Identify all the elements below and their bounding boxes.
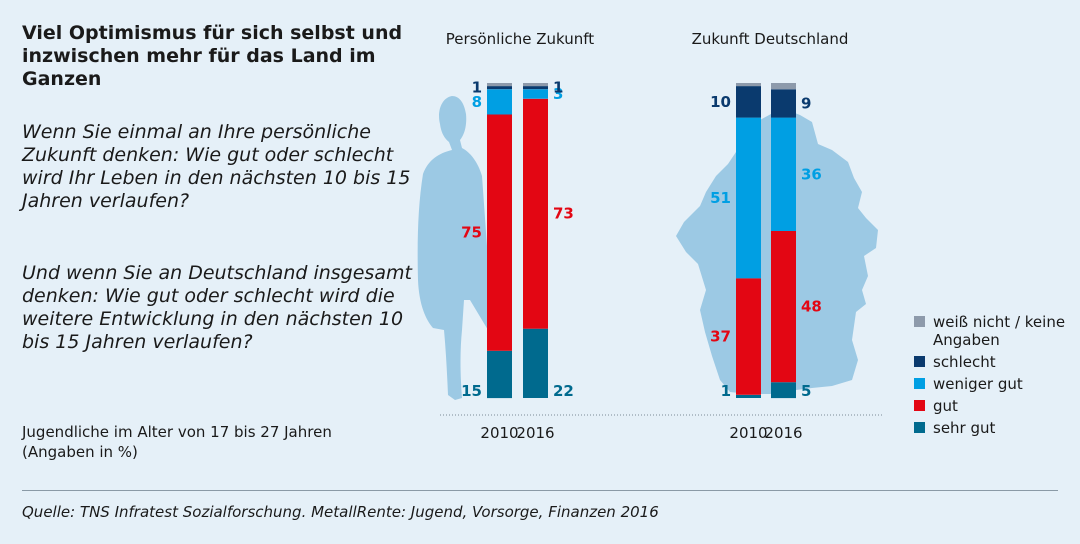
person-silhouette-icon [417, 96, 488, 400]
tick-label-2-2010: 2010 [729, 424, 767, 442]
bar-1-2010-weiss-nicht-keine-angaben [487, 83, 512, 87]
data-label-1-2010-weniger-gut: 8 [472, 93, 482, 111]
data-label-2-2010-sehr-gut: 1 [721, 382, 731, 400]
bar-2-2010-weiss-nicht-keine-angaben [736, 83, 761, 87]
bar-2-2016-weniger-gut [771, 117, 796, 231]
legend-swatch-gut [914, 400, 925, 411]
data-label-2-2016-sehr-gut: 5 [801, 382, 811, 400]
legend-swatch-weniger-gut [914, 378, 925, 389]
chart-subtitle-2: Zukunft Deutschland [692, 30, 849, 48]
population-note-line2: (Angaben in %) [22, 443, 138, 461]
tick-label-2-2016: 2016 [764, 424, 802, 442]
bar-1-2010-schlecht [487, 86, 512, 90]
bar-1-2016-schlecht [523, 86, 548, 90]
legend-label-weiss-nicht: weiß nicht / keine Angaben [933, 313, 1066, 349]
data-label-2-2010-schlecht: 10 [710, 93, 731, 111]
bar-1-2010-sehr-gut [487, 350, 512, 399]
data-label-2-2016-gut: 48 [801, 298, 822, 316]
bar-2-2010-gut [736, 278, 761, 395]
bar-2-2016-sehr-gut [771, 382, 796, 399]
bar-2-2016-schlecht [771, 89, 796, 118]
bar-2-2010-schlecht [736, 86, 761, 118]
data-label-1-2016-schlecht: 1 [553, 79, 563, 97]
chart-subtitle-1: Persönliche Zukunft [446, 30, 595, 48]
chart-area: Persönliche Zukunft15758120102273312016Z… [417, 30, 884, 442]
bar-2-2016-gut [771, 231, 796, 383]
bar-1-2016-gut [523, 98, 548, 329]
chart-title: Viel Optimismus für sich selbst und inzw… [22, 22, 403, 90]
tick-label-1-2010: 2010 [480, 424, 518, 442]
data-label-2-2010-gut: 37 [710, 328, 731, 346]
data-label-1-2016-sehr-gut: 22 [553, 382, 574, 400]
chart-legend: weiß nicht / keine Angaben schlecht weni… [914, 313, 1073, 441]
footer-divider [22, 490, 1058, 491]
legend-label-sehr-gut: sehr gut [933, 419, 996, 437]
legend-item-sehr-gut: sehr gut [914, 419, 1073, 437]
bar-2-2016-weiss-nicht-keine-angaben [771, 83, 796, 90]
data-label-1-2010-schlecht: 1 [472, 79, 482, 97]
legend-label-weniger-gut: weniger gut [933, 375, 1023, 393]
population-note-line1: Jugendliche im Alter von 17 bis 27 Jahre… [22, 423, 332, 441]
bar-2-2010-weniger-gut [736, 117, 761, 279]
bar-1-2010-weniger-gut [487, 89, 512, 115]
bar-1-2016-sehr-gut [523, 328, 548, 398]
bar-2-2010-sehr-gut [736, 394, 761, 398]
legend-swatch-weiss-nicht [914, 316, 925, 327]
legend-label-schlecht: schlecht [933, 353, 996, 371]
bar-1-2016-weniger-gut [523, 89, 548, 99]
legend-item-gut: gut [914, 397, 1073, 415]
tick-label-1-2016: 2016 [516, 424, 554, 442]
bar-1-2010-gut [487, 114, 512, 351]
population-note: Jugendliche im Alter von 17 bis 27 Jahre… [22, 422, 422, 462]
question-germany: Und wenn Sie an Deutschland insgesamt de… [22, 262, 412, 353]
legend-item-weniger-gut: weniger gut [914, 375, 1073, 393]
legend-item-schlecht: schlecht [914, 353, 1073, 371]
data-label-1-2010-sehr-gut: 15 [461, 382, 482, 400]
data-label-1-2010-gut: 75 [461, 224, 482, 242]
bar-1-2016-weiss-nicht-keine-angaben [523, 83, 548, 87]
legend-swatch-sehr-gut [914, 422, 925, 433]
legend-item-weiss-nicht: weiß nicht / keine Angaben [914, 313, 1073, 349]
data-label-2-2016-schlecht: 9 [801, 95, 811, 113]
legend-label-gut: gut [933, 397, 958, 415]
question-personal: Wenn Sie einmal an Ihre persönliche Zuku… [22, 121, 411, 212]
data-label-1-2016-gut: 73 [553, 205, 574, 223]
legend-swatch-schlecht [914, 356, 925, 367]
source-note: Quelle: TNS Infratest Sozialforschung. M… [22, 503, 659, 521]
data-label-2-2010-weniger-gut: 51 [710, 189, 731, 207]
data-label-2-2016-weniger-gut: 36 [801, 165, 822, 183]
data-label-1-2016-weniger-gut: 3 [553, 85, 563, 103]
